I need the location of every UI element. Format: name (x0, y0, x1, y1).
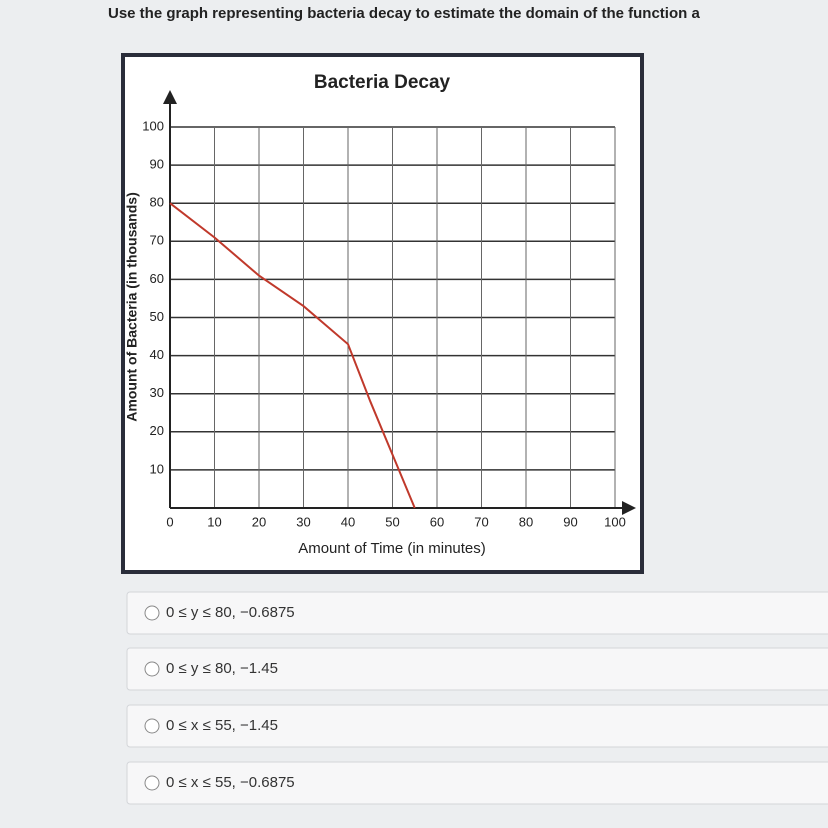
chart-title: Bacteria Decay (314, 72, 451, 93)
answer-option[interactable]: 0 ≤ y ≤ 80, −0.6875 (126, 591, 828, 635)
radio-button[interactable] (144, 661, 160, 677)
x-tick-label: 80 (519, 514, 533, 529)
radio-button[interactable] (144, 775, 160, 791)
question: Use the graph representing bacteria deca… (108, 5, 700, 22)
y-tick-label: 90 (150, 157, 164, 172)
radio-button[interactable] (144, 718, 160, 734)
option-box[interactable] (126, 761, 828, 805)
y-tick-label: 10 (150, 461, 164, 476)
option-text[interactable]: 0 ≤ y ≤ 80, −1.45 (166, 660, 278, 677)
x-tick-label: 20 (252, 514, 266, 529)
y-tick-bg (143, 346, 167, 365)
x-tick-label: 40 (341, 514, 355, 529)
y-tick-bg (143, 118, 167, 136)
x-tick-label: 90 (563, 514, 577, 529)
y-tick-label: 70 (150, 233, 164, 248)
y-tick-label: 30 (150, 385, 164, 400)
y-tick-label: 50 (150, 309, 164, 324)
y-tick-bg (143, 308, 167, 327)
option-box[interactable] (126, 591, 828, 635)
answer-option[interactable]: 0 ≤ x ≤ 55, −0.6875 (126, 761, 828, 805)
y-tick-bg (143, 460, 167, 479)
y-tick-bg (143, 156, 167, 175)
option-text[interactable]: 0 ≤ x ≤ 55, −1.45 (166, 717, 278, 734)
x-axis-label: Amount of Time (in minutes) (298, 540, 486, 557)
chart-frame (121, 53, 644, 574)
x-axis-arrow (622, 501, 636, 515)
answer-option[interactable]: 0 ≤ y ≤ 80, −1.45 (126, 647, 828, 691)
x-tick-label: 50 (385, 514, 399, 529)
option-box[interactable] (126, 704, 828, 748)
option-box[interactable] (126, 647, 828, 691)
y-tick-label: 20 (150, 423, 164, 438)
x-tick-label: 100 (604, 514, 626, 529)
option-text[interactable]: 0 ≤ y ≤ 80, −0.6875 (166, 604, 295, 621)
y-tick-bg (143, 194, 167, 213)
decay-curve (169, 202, 416, 509)
answer-option[interactable]: 0 ≤ x ≤ 55, −1.45 (126, 704, 828, 748)
y-tick-label: 80 (150, 195, 164, 210)
x-tick-label: 60 (430, 514, 444, 529)
plot-area: 10 20 30 40 50 60 70 80 90 100 0 10 20 30 40 50 60 70 80 90… (142, 90, 636, 529)
y-tick-bg (143, 384, 167, 403)
option-text[interactable]: 0 ≤ x ≤ 55, −0.6875 (166, 774, 295, 791)
answer-options: 0 ≤ y ≤ 80, −0.6875 0 ≤ y ≤ 80, −1.45 0 ≤ … (126, 591, 828, 805)
radio-button[interactable] (144, 605, 160, 621)
x-tick-label: 10 (207, 514, 221, 529)
y-tick-label: 40 (150, 347, 164, 362)
y-tick-bg (143, 422, 167, 441)
x-tick-label: 70 (474, 514, 488, 529)
y-axis-arrow (163, 90, 177, 104)
y-tick-label: 100 (142, 118, 164, 133)
y-tick-bg (143, 232, 167, 251)
y-axis-label: Amount of Bacteria (in thousands) (124, 192, 140, 421)
x-tick-label: 0 (166, 514, 173, 529)
y-tick-bg (143, 270, 167, 289)
y-tick-label: 60 (150, 271, 164, 286)
x-tick-label: 30 (296, 514, 310, 529)
